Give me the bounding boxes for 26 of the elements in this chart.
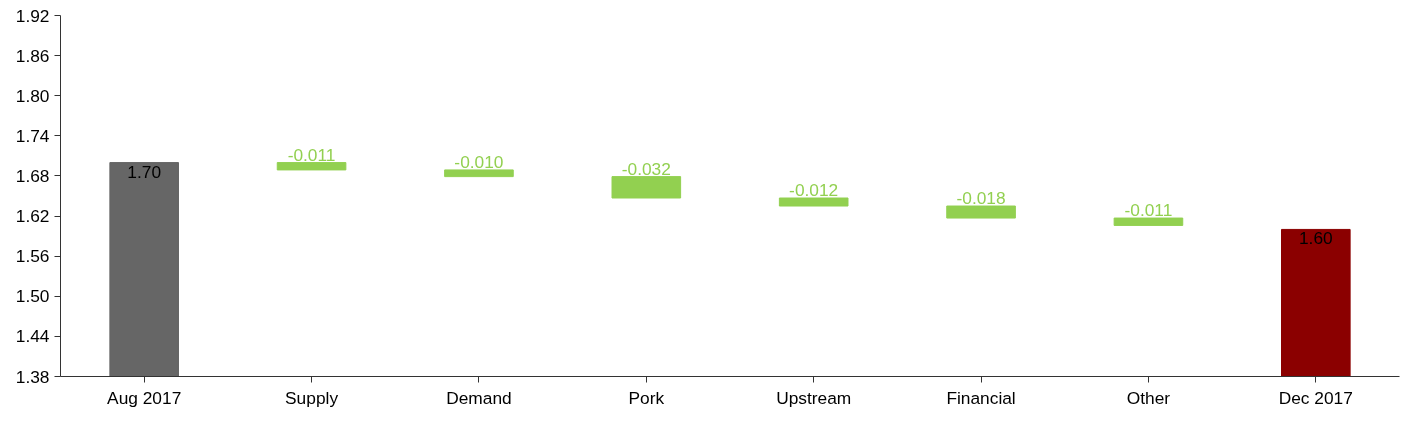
data-label: 1.70 [127,161,162,182]
data-label: -0.012 [789,180,839,201]
x-tick-label: Pork [628,387,665,408]
x-tick-label: Dec 2017 [1278,387,1353,408]
x-tick-label: Supply [285,387,339,408]
y-tick-label: 1.44 [15,326,50,347]
y-tick-label: 1.86 [15,45,50,66]
y-tick-label: 1.50 [15,286,50,307]
x-tick-label: Aug 2017 [107,387,182,408]
x-tick-label: Upstream [776,387,852,408]
data-label: 1.60 [1298,228,1333,249]
data-label: -0.011 [1124,200,1173,221]
data-label: -0.010 [454,151,504,172]
x-tick-label: Demand [446,387,512,408]
y-tick-label: 1.62 [15,206,50,227]
y-tick-label: 1.74 [15,125,50,146]
data-label: -0.018 [956,188,1006,209]
y-tick-label: 1.68 [15,165,50,186]
y-tick-label: 1.80 [15,85,50,106]
y-tick-label: 1.56 [15,246,50,267]
y-tick-label: 1.38 [15,366,50,387]
x-tick-label: Financial [946,387,1016,408]
x-tick-label: Other [1126,387,1171,408]
data-label: -0.011 [287,144,336,165]
data-label: -0.032 [621,158,671,179]
y-tick-label: 1.92 [15,5,50,26]
